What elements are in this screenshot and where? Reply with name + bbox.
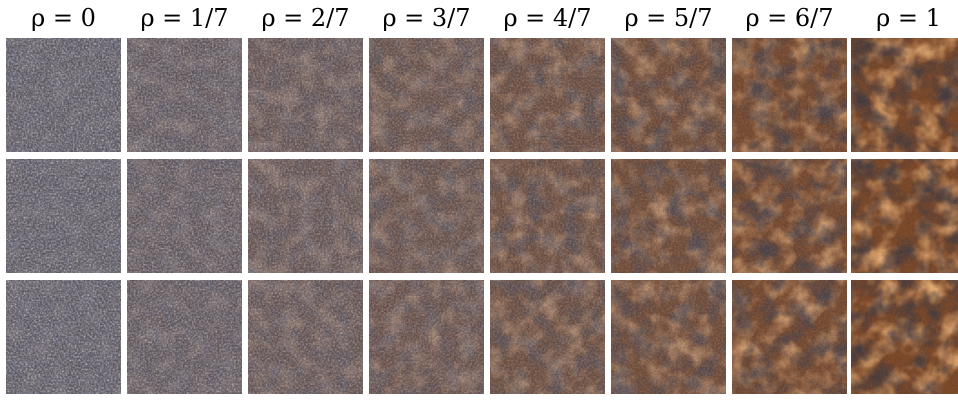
column-header-5: ρ = 5/7 [624,4,713,32]
texture-sample-r1-c5 [490,38,605,152]
texture-sample-r3-c4 [369,280,484,394]
texture-sample-r2-c4 [369,159,484,273]
texture-sample-r3-c6 [611,280,726,394]
texture-sample-r1-c2 [127,38,242,152]
texture-sample-r2-c5 [490,159,605,273]
texture-sample-r3-c1 [6,280,121,394]
column-header-0: ρ = 0 [31,4,96,32]
texture-sample-r2-c7 [732,159,847,273]
texture-sample-r1-c4 [369,38,484,152]
column-header-1: ρ = 1/7 [140,4,229,32]
column-header-3: ρ = 3/7 [382,4,471,32]
texture-sample-r1-c1 [6,38,121,152]
column-header-4: ρ = 4/7 [503,4,592,32]
texture-sample-r2-c3 [248,159,363,273]
texture-sample-r1-c3 [248,38,363,152]
texture-sample-r2-c2 [127,159,242,273]
texture-sample-r2-c8 [851,159,958,273]
column-header-2: ρ = 2/7 [261,4,350,32]
texture-sample-r3-c8 [851,280,958,394]
column-header-6: ρ = 6/7 [745,4,834,32]
texture-sample-r1-c7 [732,38,847,152]
texture-sample-r3-c7 [732,280,847,394]
column-header-7: ρ = 1 [876,4,941,32]
texture-sample-r3-c3 [248,280,363,394]
texture-sample-r2-c6 [611,159,726,273]
texture-sample-r2-c1 [6,159,121,273]
texture-sample-r3-c5 [490,280,605,394]
texture-sample-r3-c2 [127,280,242,394]
texture-sample-r1-c8 [851,38,958,152]
texture-sample-r1-c6 [611,38,726,152]
